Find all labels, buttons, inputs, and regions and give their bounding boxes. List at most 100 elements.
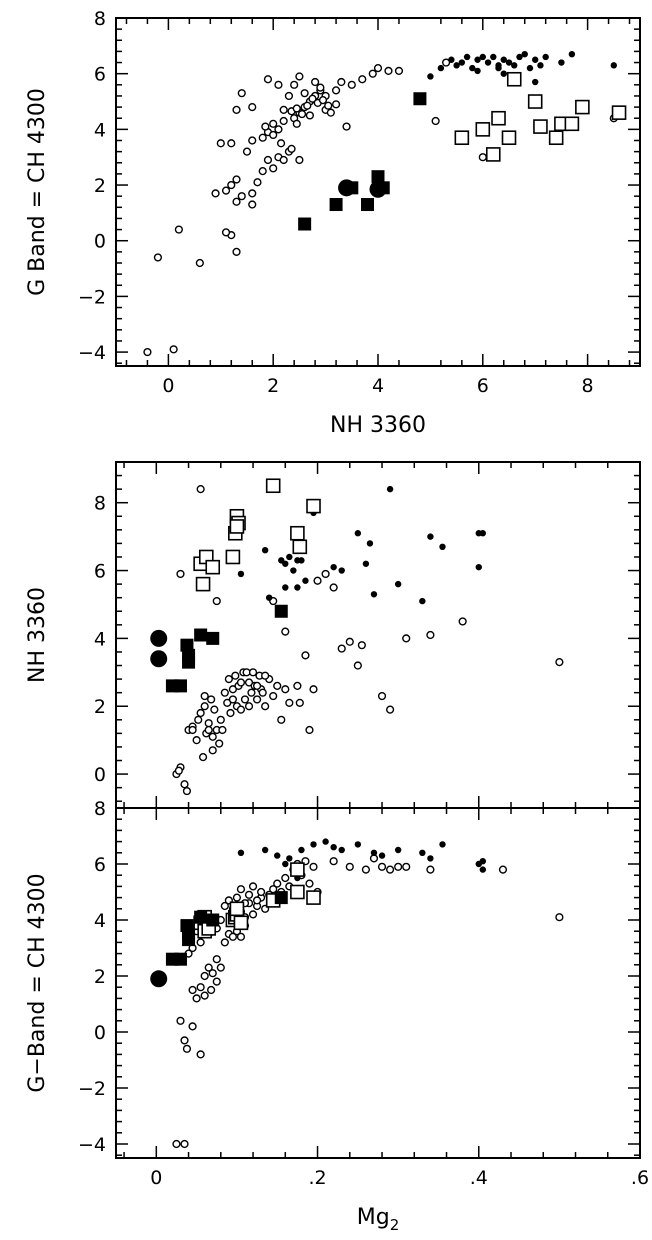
data-point-filled-circle-large	[150, 970, 168, 988]
data-point-open-circle-small	[297, 109, 307, 119]
data-point-open-circle-small	[458, 617, 467, 626]
data-point-filled-circle-small	[282, 560, 289, 567]
data-point-filled-circle-small	[474, 56, 481, 63]
data-point-open-circle-small	[211, 189, 220, 198]
data-point-filled-circle-large	[150, 629, 168, 647]
data-point-open-circle-small	[369, 854, 379, 863]
data-point-open-circle-small	[216, 963, 225, 972]
data-point-filled-circle-large	[369, 180, 387, 198]
data-point-open-square	[527, 94, 543, 109]
data-point-open-circle-small	[345, 862, 354, 871]
data-point-filled-circle-small	[474, 67, 481, 75]
data-point-filled-circle-small	[427, 533, 434, 540]
x-tick-label: 4	[372, 375, 384, 397]
y-tick-label: −4	[78, 1134, 106, 1156]
data-point-filled-square	[173, 952, 187, 966]
data-point-open-circle-small	[281, 873, 290, 883]
data-point-open-circle-small	[248, 882, 258, 891]
data-point-open-circle-small	[318, 96, 328, 105]
data-point-open-circle-small	[236, 678, 246, 687]
data-point-filled-circle-small	[427, 73, 434, 80]
data-point-open-circle-small	[200, 991, 209, 1000]
plot-frame	[115, 807, 641, 1159]
y-axis-label: G Band = CH 4300	[25, 88, 50, 296]
data-point-filled-circle-small	[282, 584, 289, 591]
data-point-filled-circle-small	[521, 50, 528, 58]
data-point-open-circle-small	[377, 862, 387, 871]
data-point-filled-circle-small	[558, 59, 565, 66]
data-point-open-circle-small	[212, 955, 221, 964]
data-point-open-square	[205, 559, 221, 575]
data-point-open-square	[290, 525, 305, 541]
data-point-open-circle-small	[196, 485, 205, 494]
data-point-open-circle-small	[248, 910, 258, 919]
data-point-open-circle-small	[257, 887, 266, 897]
y-axis-label: G−Band = CH 4300	[25, 873, 50, 1092]
data-point-open-circle-small	[208, 732, 217, 741]
data-point-open-circle-small	[358, 75, 367, 84]
data-point-open-circle-small	[261, 122, 270, 131]
data-point-filled-circle-small	[261, 846, 269, 854]
data-point-open-circle-small	[316, 83, 325, 92]
data-point-open-circle-small	[220, 901, 229, 911]
data-point-filled-circle-small	[516, 53, 523, 61]
x-tick-label: .6	[631, 1167, 649, 1189]
data-point-filled-circle-small	[286, 553, 293, 561]
data-point-filled-circle-small	[419, 849, 426, 856]
data-point-open-square	[491, 110, 506, 126]
data-point-open-circle-small	[252, 896, 262, 905]
data-point-open-circle-small	[195, 258, 204, 268]
data-point-filled-circle-small	[274, 852, 281, 859]
data-point-filled-circle-small	[419, 597, 426, 605]
data-point-filled-circle-small	[366, 540, 374, 547]
data-point-open-circle-small	[221, 186, 231, 195]
data-point-open-circle-small	[232, 893, 242, 902]
data-point-open-circle-small	[196, 938, 205, 947]
x-tick-label: 6	[477, 375, 489, 397]
data-point-filled-square	[194, 910, 208, 924]
data-point-open-circle-small	[221, 228, 231, 237]
data-point-open-circle-small	[258, 688, 267, 697]
data-point-open-circle-small	[153, 253, 163, 262]
data-point-open-circle-small	[305, 879, 314, 888]
data-point-open-circle-small	[279, 155, 288, 165]
data-point-filled-circle-small	[439, 841, 446, 848]
data-point-open-circle-small	[290, 80, 299, 89]
data-point-open-circle-small	[384, 66, 393, 75]
data-point-open-circle-small	[342, 122, 351, 131]
data-point-open-circle-small	[305, 725, 314, 735]
data-point-open-circle-small	[227, 139, 236, 148]
data-point-open-circle-small	[555, 658, 564, 667]
data-point-open-circle-small	[174, 225, 183, 234]
data-point-open-circle-small	[287, 144, 296, 153]
data-point-open-circle-small	[244, 702, 254, 711]
data-point-filled-circle-small	[542, 53, 549, 61]
data-point-open-circle-small	[204, 963, 213, 972]
data-point-open-square	[265, 478, 281, 494]
data-point-open-circle-small	[212, 596, 221, 606]
data-point-open-circle-small	[236, 932, 246, 941]
data-point-open-circle-small	[215, 739, 224, 748]
y-axis-label: NH 3360	[25, 587, 50, 683]
y-tick-label: 0	[94, 1022, 106, 1044]
data-point-open-square	[506, 71, 522, 87]
data-point-open-circle-small	[402, 862, 411, 871]
data-point-open-circle-small	[311, 77, 320, 87]
data-point-open-circle-small	[204, 719, 213, 728]
data-point-open-circle-small	[331, 100, 341, 109]
data-point-filled-circle-small	[458, 59, 466, 66]
data-point-open-circle-small	[273, 681, 282, 690]
data-point-open-circle-small	[292, 119, 301, 128]
data-point-open-circle-small	[279, 116, 288, 126]
data-point-open-circle-small	[236, 705, 246, 714]
y-tick-label: 6	[94, 64, 106, 86]
data-point-open-circle-small	[216, 715, 225, 724]
data-point-open-circle-small	[303, 101, 312, 110]
data-point-open-square	[229, 901, 245, 917]
data-point-open-circle-small	[269, 164, 278, 173]
data-point-filled-square	[274, 891, 288, 905]
data-point-open-circle-small	[252, 681, 262, 690]
x-axis-label-subscript: 2	[390, 1216, 400, 1234]
data-point-filled-circle-small	[330, 844, 337, 851]
data-point-open-circle-small	[200, 702, 209, 711]
